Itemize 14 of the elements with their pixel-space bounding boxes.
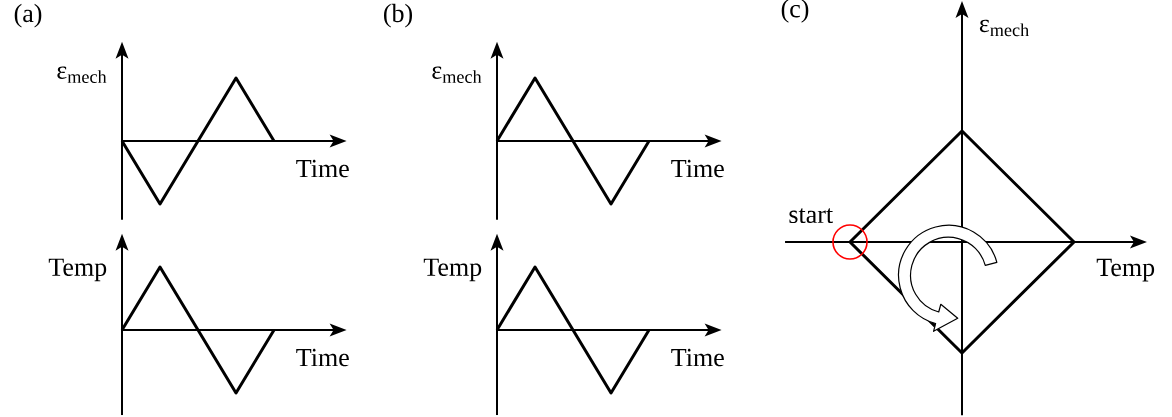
x-axis-title: Time	[671, 159, 724, 178]
y-axis-title: Temp	[423, 258, 482, 282]
x-axis-title: Time	[296, 348, 349, 367]
y-axis-title: ε$_{mech}$	[57, 66, 107, 83]
x-axis-title: Temp	[1096, 258, 1155, 282]
annotation: start	[789, 208, 833, 224]
chart-title: (b)	[384, 3, 413, 28]
chart-title: (a)	[14, 3, 42, 28]
chart-title: (c)	[781, 0, 809, 23]
y-axis-title: ε$_{mech}$	[432, 66, 482, 83]
y-axis-title: Temp	[48, 258, 107, 282]
x-axis-title: Time	[296, 159, 349, 178]
x-axis-title: Time	[671, 348, 724, 367]
y-axis-title: ε$_{mech}$	[979, 19, 1029, 37]
